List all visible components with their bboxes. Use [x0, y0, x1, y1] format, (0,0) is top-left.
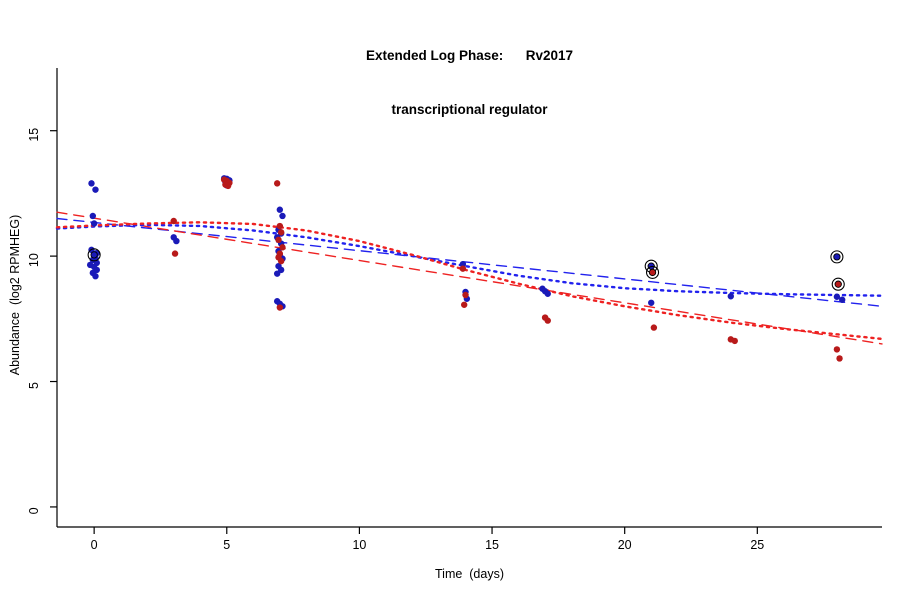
y-tick-label: 0 — [27, 507, 41, 514]
chart-title-line1: Extended Log Phase: Rv2017 — [365, 48, 574, 63]
x-tick-label: 10 — [352, 538, 366, 552]
blue-points — [86, 175, 846, 310]
fit-red-dashed — [56, 211, 883, 345]
x-axis-title: Time (days) — [435, 567, 504, 581]
y-tick-label: 5 — [27, 382, 41, 389]
x-tick-label: 15 — [485, 538, 499, 552]
y-tick-label: 15 — [27, 128, 41, 142]
fit-blue-dashed — [56, 217, 883, 307]
fit-blue-dotted — [55, 223, 884, 297]
chart-title-line2: transcriptional regulator — [391, 102, 548, 117]
red-circled-points — [645, 265, 845, 291]
chart-title: Extended Log Phase: Rv2017 transcription… — [57, 11, 882, 155]
y-tick-label: 10 — [27, 253, 41, 267]
x-tick-label: 20 — [618, 538, 632, 552]
x-tick-label: 0 — [91, 538, 98, 552]
x-tick-label: 5 — [223, 538, 230, 552]
y-axis-title: Abundance (log2 RPMHEG) — [8, 214, 22, 376]
red-points — [170, 176, 843, 362]
fit-red-dotted — [55, 221, 884, 341]
y-axis: 0 5 10 15 — [27, 68, 58, 527]
x-axis: 0 5 10 15 20 25 — [57, 526, 882, 552]
x-tick-label: 25 — [750, 538, 764, 552]
